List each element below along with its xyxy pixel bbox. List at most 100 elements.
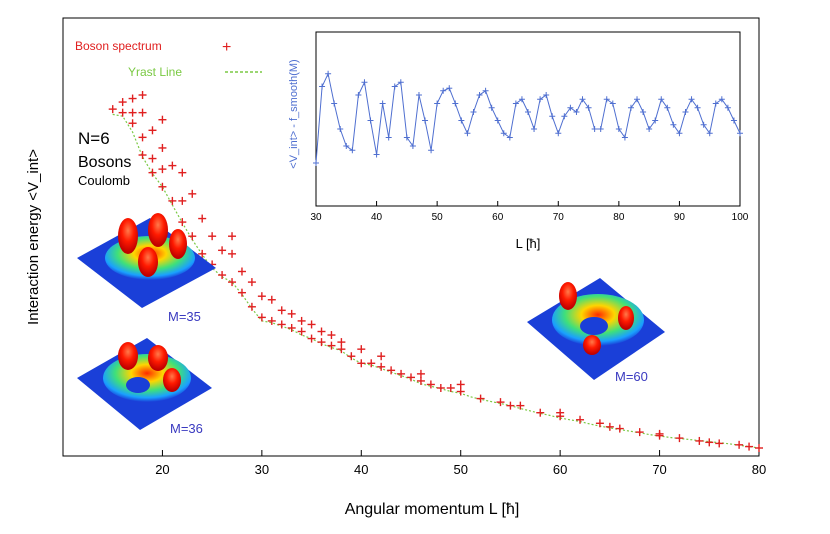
boson-spectrum-point <box>615 424 624 433</box>
annotation-particles: N=6 <box>78 129 110 148</box>
inset-point <box>555 130 562 137</box>
inset-point <box>409 143 416 149</box>
boson-spectrum-point <box>407 373 415 382</box>
inset-point <box>518 96 525 103</box>
boson-spectrum-point <box>178 196 187 205</box>
inset-point <box>428 147 435 154</box>
inset-point <box>621 134 628 141</box>
density-plot-m36-hole <box>126 377 150 393</box>
boson-spectrum-point <box>595 419 604 428</box>
inset-point <box>313 160 319 166</box>
inset-point <box>470 109 477 115</box>
boson-spectrum-point <box>377 362 386 371</box>
boson-spectrum-point <box>128 108 137 117</box>
main-plot-frame <box>62 17 760 457</box>
boson-spectrum-point <box>287 309 296 318</box>
boson-spectrum-point <box>745 442 754 451</box>
inset-point <box>634 96 641 103</box>
inset-point <box>476 92 483 98</box>
boson-spectrum-point <box>297 327 306 336</box>
main-x-tick-label: 60 <box>553 462 567 477</box>
main-x-tick-label: 20 <box>155 462 169 477</box>
density-plot-m35-peak <box>169 229 187 259</box>
legend-spectrum-marker: + <box>222 39 231 56</box>
inset-x-tick-label: 30 <box>310 212 322 223</box>
boson-spectrum-point <box>377 352 386 361</box>
density-plot-m35-peak <box>118 218 138 254</box>
inset-point <box>319 83 326 90</box>
boson-spectrum-point <box>228 249 237 258</box>
inset-x-tick-label: 80 <box>613 212 625 223</box>
inset-point <box>446 85 453 92</box>
density-plot-m36: M=36 <box>77 338 212 436</box>
inset-point <box>549 113 556 120</box>
main-x-axis-label: Angular momentum L [ħ] <box>345 501 520 518</box>
boson-spectrum-point <box>357 359 366 368</box>
boson-spectrum-point <box>228 232 237 241</box>
inset-point <box>403 134 410 141</box>
density-plot-m36-peak <box>148 345 168 371</box>
density-plot-m36-peak <box>163 368 181 392</box>
inset-point <box>373 151 380 158</box>
boson-spectrum-point <box>755 444 763 452</box>
boson-spectrum-point <box>416 376 425 385</box>
inset-point <box>700 121 707 128</box>
inset-point <box>452 100 459 107</box>
inset-x-ticks: 30 40 50 60 70 80 90 100 <box>310 201 749 223</box>
main-x-tick-label: 50 <box>453 462 467 477</box>
inset-point <box>494 117 501 124</box>
inset-y-axis-label: <V_int> - f_smooth(M) <box>288 59 300 168</box>
boson-spectrum-point <box>178 168 187 177</box>
inset-point <box>464 130 471 137</box>
inset-point <box>627 104 634 111</box>
boson-spectrum-point <box>506 401 515 410</box>
inset-point <box>676 130 683 137</box>
boson-spectrum-point <box>337 338 346 347</box>
inset-point <box>331 100 338 107</box>
inset-point <box>688 96 695 103</box>
inset-point <box>579 96 586 103</box>
inset-point <box>585 104 592 111</box>
boson-spectrum-point <box>218 271 227 280</box>
boson-spectrum-point <box>277 306 286 315</box>
inset-point <box>652 117 659 124</box>
main-x-tick-label: 70 <box>652 462 666 477</box>
boson-spectrum-point <box>138 151 147 160</box>
boson-spectrum-point <box>218 246 227 255</box>
inset-series <box>313 70 743 166</box>
boson-spectrum-point <box>426 380 435 389</box>
inset-point <box>609 100 616 107</box>
boson-spectrum-point <box>347 352 356 361</box>
boson-spectrum-point <box>118 98 127 107</box>
inset-point <box>706 130 713 137</box>
inset-point <box>561 113 568 120</box>
boson-spectrum-point <box>715 439 724 448</box>
inset-point <box>367 117 374 124</box>
legend-spectrum-label: Boson spectrum <box>75 39 162 53</box>
inset-point <box>658 96 665 103</box>
main-x-tick-label: 40 <box>354 462 368 477</box>
inset-point <box>337 126 344 132</box>
density-plot-m35-peak <box>138 247 158 277</box>
inset-point <box>458 117 465 124</box>
inset-x-axis-label: L [ħ] <box>516 236 541 251</box>
boson-spectrum-point <box>198 249 207 258</box>
boson-spectrum-point <box>257 313 266 322</box>
density-plot-m36-peak <box>118 342 138 370</box>
boson-spectrum-point <box>387 366 396 375</box>
boson-spectrum-point <box>327 331 336 340</box>
inset-chart: 30 40 50 60 70 80 90 100 <V_int> - f_smooth(M) … <box>288 31 749 251</box>
density-plot-m60: M=60 <box>527 278 665 384</box>
boson-spectrum-point <box>476 394 485 403</box>
inset-point <box>573 109 580 115</box>
boson-spectrum-point <box>148 168 157 177</box>
boson-spectrum-point <box>436 383 445 392</box>
boson-spectrum-point <box>416 369 425 378</box>
inset-point <box>525 109 531 115</box>
boson-spectrum-point <box>277 320 286 329</box>
boson-spectrum-point <box>138 108 147 117</box>
boson-spectrum-point <box>337 345 346 354</box>
boson-spectrum-point <box>267 316 276 325</box>
boson-spectrum-point <box>496 398 505 407</box>
boson-spectrum-point <box>287 323 296 332</box>
